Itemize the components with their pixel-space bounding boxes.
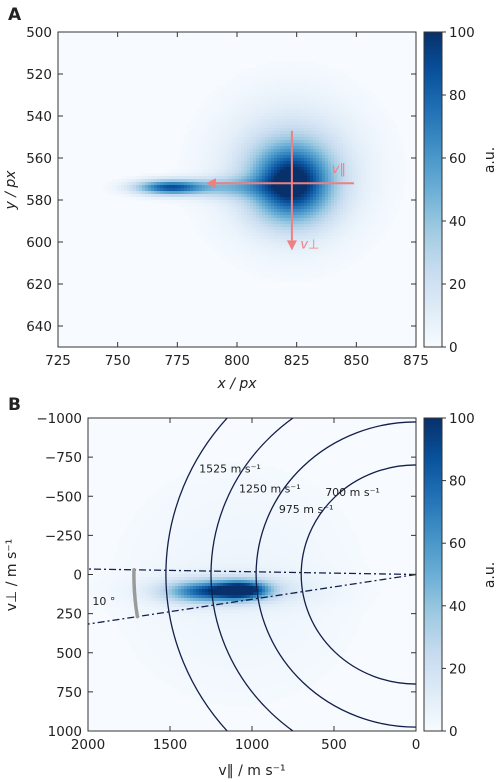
colorbar-tick-label: 40 [449, 214, 466, 230]
x-tick-label: 2000 [71, 737, 105, 753]
angle-arc [132, 568, 140, 619]
speed-circle-label: 1250 m s⁻¹ [239, 483, 301, 496]
y-tick-label: 540 [26, 109, 52, 125]
x-tick-label: 850 [343, 353, 369, 369]
speed-circle [300, 464, 416, 685]
panel-b-colorbar-ticks: 0 20 40 60 80 100 [442, 411, 475, 740]
panel-b-letter: B [8, 395, 21, 415]
y-tick-label: 580 [26, 193, 52, 209]
panel-a-letter: A [8, 5, 22, 25]
x-tick-label: 1500 [153, 737, 187, 753]
panel-a-colorbar-label: a.u. [482, 147, 498, 173]
colorbar-tick-label: 60 [449, 151, 466, 167]
y-tick-label: 250 [56, 607, 82, 623]
panel-b-y-axis-label: v⊥ / m s⁻¹ [4, 539, 20, 611]
y-tick-label: 0 [73, 568, 82, 584]
colorbar-tick-label: 60 [449, 536, 466, 552]
y-tick-label: 620 [26, 277, 52, 293]
panel-a-plot: v‖v⊥ 725 750 775 800 825 850 875 5005205405605… [3, 25, 429, 392]
velocity-arrow-label: v⊥ [300, 237, 319, 252]
y-tick-label: 500 [26, 25, 52, 41]
y-tick-label: −250 [45, 528, 82, 544]
x-tick-label: 725 [45, 353, 71, 369]
y-tick-label: −1000 [36, 411, 82, 427]
speed-circle-label: 700 m s⁻¹ [325, 486, 380, 499]
x-tick-label: 875 [403, 353, 429, 369]
x-tick-label: 800 [224, 353, 250, 369]
speed-circle-label: 975 m s⁻¹ [279, 503, 334, 516]
angle-boundary-line [88, 568, 416, 576]
panel-b-colorbar-label: a.u. [482, 562, 498, 588]
colorbar-tick-label: 80 [449, 88, 466, 104]
panel-a-colorbar: 0 20 40 60 80 100 a.u. [423, 25, 498, 356]
colorbar-tick-label: 100 [449, 411, 475, 427]
y-tick-label: 640 [26, 319, 52, 335]
colorbar-tick-label: 0 [449, 340, 458, 356]
y-tick-label: −750 [45, 450, 82, 466]
angle-label: 10 ° [92, 595, 115, 608]
panel-a-heatmap [103, 62, 407, 282]
panel-a-x-ticks: 725 750 775 800 825 850 875 [45, 32, 429, 369]
x-tick-label: 1000 [235, 737, 269, 753]
colorbar-tick-label: 40 [449, 599, 466, 615]
panel-a-velocity-arrows: v‖ v⊥ [205, 130, 354, 252]
speed-circle-label: 1525 m s⁻¹ [199, 462, 261, 475]
panel-a-y-ticks: 500 520 540 560 580 600 620 640 [26, 25, 416, 335]
speed-circle [210, 418, 295, 731]
speed-circle [165, 418, 229, 731]
x-tick-label: 825 [284, 353, 310, 369]
x-tick-label: 500 [321, 737, 347, 753]
colorbar-tick-label: 100 [449, 25, 475, 41]
colorbar-tick-label: 20 [449, 277, 466, 293]
panel-b-y-ticks: −1000 −750 −500 −250 0 250 500 750 1000 [36, 411, 416, 740]
velocity-arrow-head [205, 178, 216, 189]
x-tick-label: 775 [164, 353, 190, 369]
y-tick-label: 600 [26, 235, 52, 251]
colorbar-tick-label: 80 [449, 474, 466, 490]
panel-b-colorbar: 0 20 40 60 80 100 a.u. [423, 411, 498, 740]
y-tick-label: 520 [26, 67, 52, 83]
speed-circle [255, 421, 416, 728]
panel-b-x-ticks: 2000 1500 1000 500 0 [71, 418, 420, 753]
y-tick-label: 750 [56, 685, 82, 701]
x-tick-label: 750 [105, 353, 131, 369]
y-tick-label: 500 [56, 646, 82, 662]
colorbar-tick-label: 20 [449, 661, 466, 677]
x-tick-label: 0 [412, 737, 421, 753]
velocity-arrow-label: v‖ [332, 162, 346, 177]
panel-a-x-axis-label: x / px [216, 376, 257, 392]
panel-b-plot: 1525 m s⁻¹ 1250 m s⁻¹ 975 m s⁻¹ 700 m s⁻¹ 10… [4, 411, 420, 779]
panel-a-colorbar-ticks: 0 20 40 60 80 100 [442, 25, 475, 356]
panel-b-velocity-overlay: 1525 m s⁻¹ 1250 m s⁻¹ 975 m s⁻¹ 700 m s⁻¹ 10… [88, 418, 416, 731]
y-tick-label: −500 [45, 489, 82, 505]
colorbar-tick-label: 0 [449, 724, 458, 740]
y-tick-label: 1000 [48, 724, 82, 740]
panel-b-x-axis-label: v‖ / m s⁻¹ [218, 763, 285, 779]
panel-a-y-axis-label: y / px [3, 170, 19, 211]
angle-boundary-line [88, 573, 416, 625]
y-tick-label: 560 [26, 151, 52, 167]
velocity-arrow-head [286, 240, 297, 251]
